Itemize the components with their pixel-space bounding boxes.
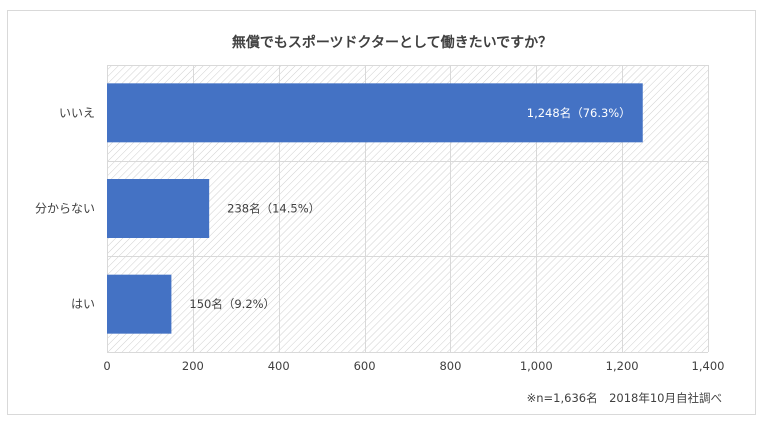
data-labels: 1,248名（76.3%） 238名（14.5%） 150名（9.2%） [189,106,630,311]
x-tick-label-3: 600 [354,359,376,373]
category-label-0: いいえ [59,106,95,120]
x-tick-label-4: 800 [439,359,461,373]
x-axis-tick-labels: 0 200 400 600 800 1,000 1,200 1,400 [103,359,724,373]
x-tick-label-2: 400 [268,359,290,373]
x-tick-label-0: 0 [103,359,110,373]
category-label-1: 分からない [35,202,95,216]
chart-title: 無償でもスポーツドクターとして働きたいですか？ [232,34,552,51]
category-label-2: はい [71,297,95,311]
x-tick-label-6: 1,200 [606,359,639,373]
chart-note: ※n=1,636名 2018年10月自社調べ [527,391,722,405]
data-label-0: 1,248名（76.3%） [527,106,631,120]
x-tick-label-7: 1,400 [692,359,725,373]
data-label-2: 150名（9.2%） [189,297,275,311]
x-tick-label-5: 1,000 [520,359,553,373]
x-tick-label-1: 200 [182,359,204,373]
bar-1 [107,179,210,238]
bars [107,83,643,334]
bar-0 [107,83,643,143]
data-label-1: 238名（14.5%） [227,202,320,216]
bar-2 [107,274,172,334]
